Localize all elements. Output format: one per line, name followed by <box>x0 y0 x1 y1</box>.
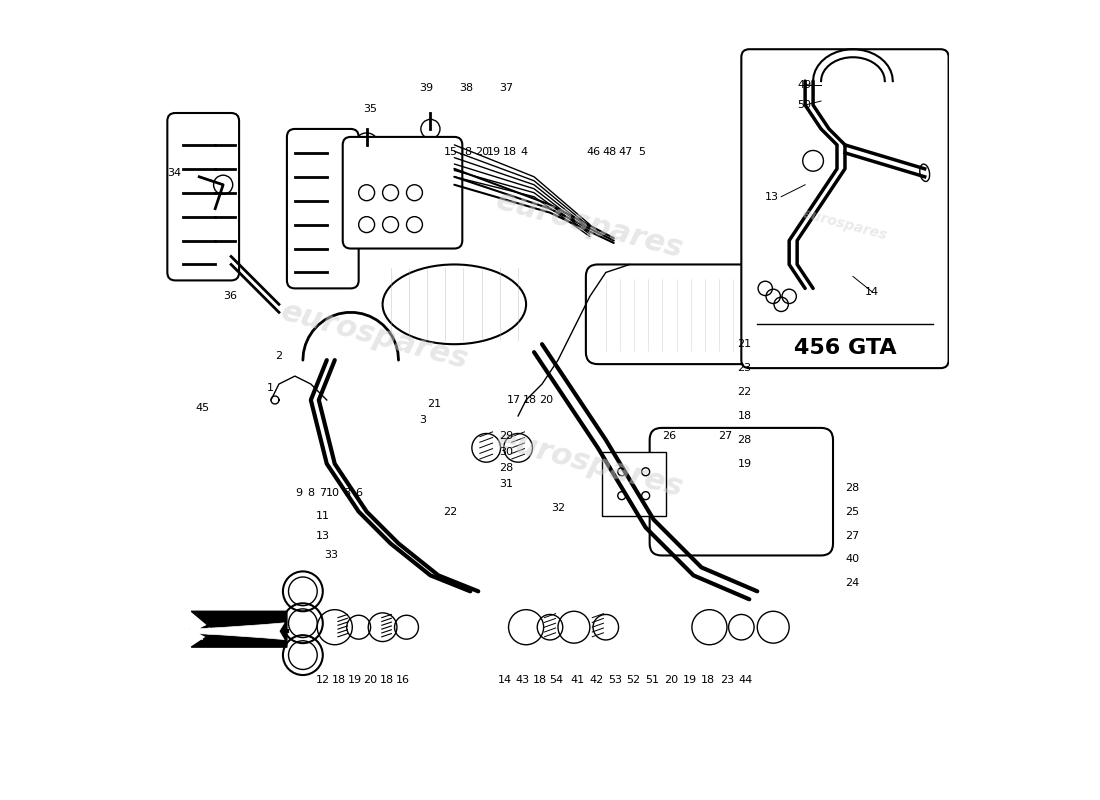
Text: 20: 20 <box>664 675 679 685</box>
Text: 23: 23 <box>737 363 751 373</box>
Text: 18: 18 <box>332 675 345 685</box>
Text: 5: 5 <box>638 147 646 157</box>
Text: 18: 18 <box>737 411 751 421</box>
Text: 12: 12 <box>316 675 330 685</box>
Ellipse shape <box>383 265 526 344</box>
Text: 1: 1 <box>267 383 274 393</box>
Text: 17: 17 <box>507 395 521 405</box>
Text: 37: 37 <box>499 83 514 93</box>
Text: 54: 54 <box>549 675 563 685</box>
Text: 11: 11 <box>316 510 330 521</box>
Text: 19: 19 <box>487 147 502 157</box>
Text: eurospares: eurospares <box>801 206 889 242</box>
FancyBboxPatch shape <box>602 452 666 515</box>
Text: 41: 41 <box>571 675 585 685</box>
Text: 18: 18 <box>522 395 537 405</box>
Text: 31: 31 <box>499 478 514 489</box>
FancyBboxPatch shape <box>586 265 754 364</box>
Text: 24: 24 <box>845 578 859 588</box>
Text: 8: 8 <box>343 488 350 498</box>
Text: 50: 50 <box>798 100 811 110</box>
Text: 28: 28 <box>845 482 859 493</box>
FancyBboxPatch shape <box>650 428 833 555</box>
Text: 38: 38 <box>459 83 473 93</box>
Text: 53: 53 <box>608 675 623 685</box>
Text: 28: 28 <box>737 435 751 445</box>
Text: 13: 13 <box>316 530 330 541</box>
Text: 18: 18 <box>532 675 547 685</box>
Text: eurospares: eurospares <box>493 425 686 502</box>
Text: 45: 45 <box>195 403 209 413</box>
FancyBboxPatch shape <box>343 137 462 249</box>
FancyBboxPatch shape <box>167 113 239 281</box>
Text: 20: 20 <box>475 147 490 157</box>
Polygon shape <box>191 611 287 647</box>
Text: 22: 22 <box>443 506 458 517</box>
Text: 16: 16 <box>396 675 409 685</box>
Text: 32: 32 <box>551 502 565 513</box>
Text: 7: 7 <box>319 488 327 498</box>
Text: 34: 34 <box>167 168 182 178</box>
Text: 44: 44 <box>738 675 752 685</box>
Text: 20: 20 <box>539 395 553 405</box>
Text: 48: 48 <box>603 147 617 157</box>
Text: 49: 49 <box>798 80 812 90</box>
Text: 27: 27 <box>718 431 733 441</box>
Text: 25: 25 <box>845 506 859 517</box>
Text: 21: 21 <box>737 339 751 349</box>
Ellipse shape <box>920 164 929 182</box>
Text: 42: 42 <box>590 675 604 685</box>
Text: 28: 28 <box>499 462 514 473</box>
Text: 26: 26 <box>662 431 676 441</box>
Text: 36: 36 <box>223 291 238 302</box>
Text: 33: 33 <box>323 550 338 561</box>
Text: 14: 14 <box>865 287 879 298</box>
Text: 13: 13 <box>766 192 779 202</box>
Text: 30: 30 <box>499 447 514 457</box>
Text: 51: 51 <box>645 675 659 685</box>
Text: eurospares: eurospares <box>493 186 686 263</box>
Text: 19: 19 <box>737 458 751 469</box>
Text: 27: 27 <box>845 530 859 541</box>
Text: 23: 23 <box>719 675 734 685</box>
Text: 6: 6 <box>355 488 362 498</box>
Text: 18: 18 <box>701 675 715 685</box>
Text: 456 GTA: 456 GTA <box>794 338 896 358</box>
Text: 4: 4 <box>521 147 528 157</box>
Text: 9: 9 <box>295 488 302 498</box>
Text: 18: 18 <box>459 147 473 157</box>
Text: 46: 46 <box>586 147 601 157</box>
Text: 35: 35 <box>364 104 377 114</box>
Text: 3: 3 <box>419 415 426 425</box>
FancyBboxPatch shape <box>741 50 948 368</box>
Text: eurospares: eurospares <box>278 298 472 375</box>
Text: 19: 19 <box>682 675 696 685</box>
Text: 40: 40 <box>845 554 859 565</box>
Text: 52: 52 <box>627 675 641 685</box>
Text: 20: 20 <box>364 675 377 685</box>
Text: 18: 18 <box>503 147 517 157</box>
Text: 8: 8 <box>307 488 315 498</box>
Text: 19: 19 <box>348 675 362 685</box>
Text: 15: 15 <box>443 147 458 157</box>
Text: 2: 2 <box>275 351 282 361</box>
Text: 18: 18 <box>379 675 394 685</box>
Text: 39: 39 <box>419 83 433 93</box>
FancyBboxPatch shape <box>287 129 359 288</box>
Text: 47: 47 <box>618 147 632 157</box>
Text: 29: 29 <box>499 431 514 441</box>
Text: 43: 43 <box>515 675 529 685</box>
Text: 14: 14 <box>497 675 512 685</box>
Text: 10: 10 <box>327 488 340 498</box>
Text: 22: 22 <box>737 387 751 397</box>
Text: 21: 21 <box>427 399 441 409</box>
